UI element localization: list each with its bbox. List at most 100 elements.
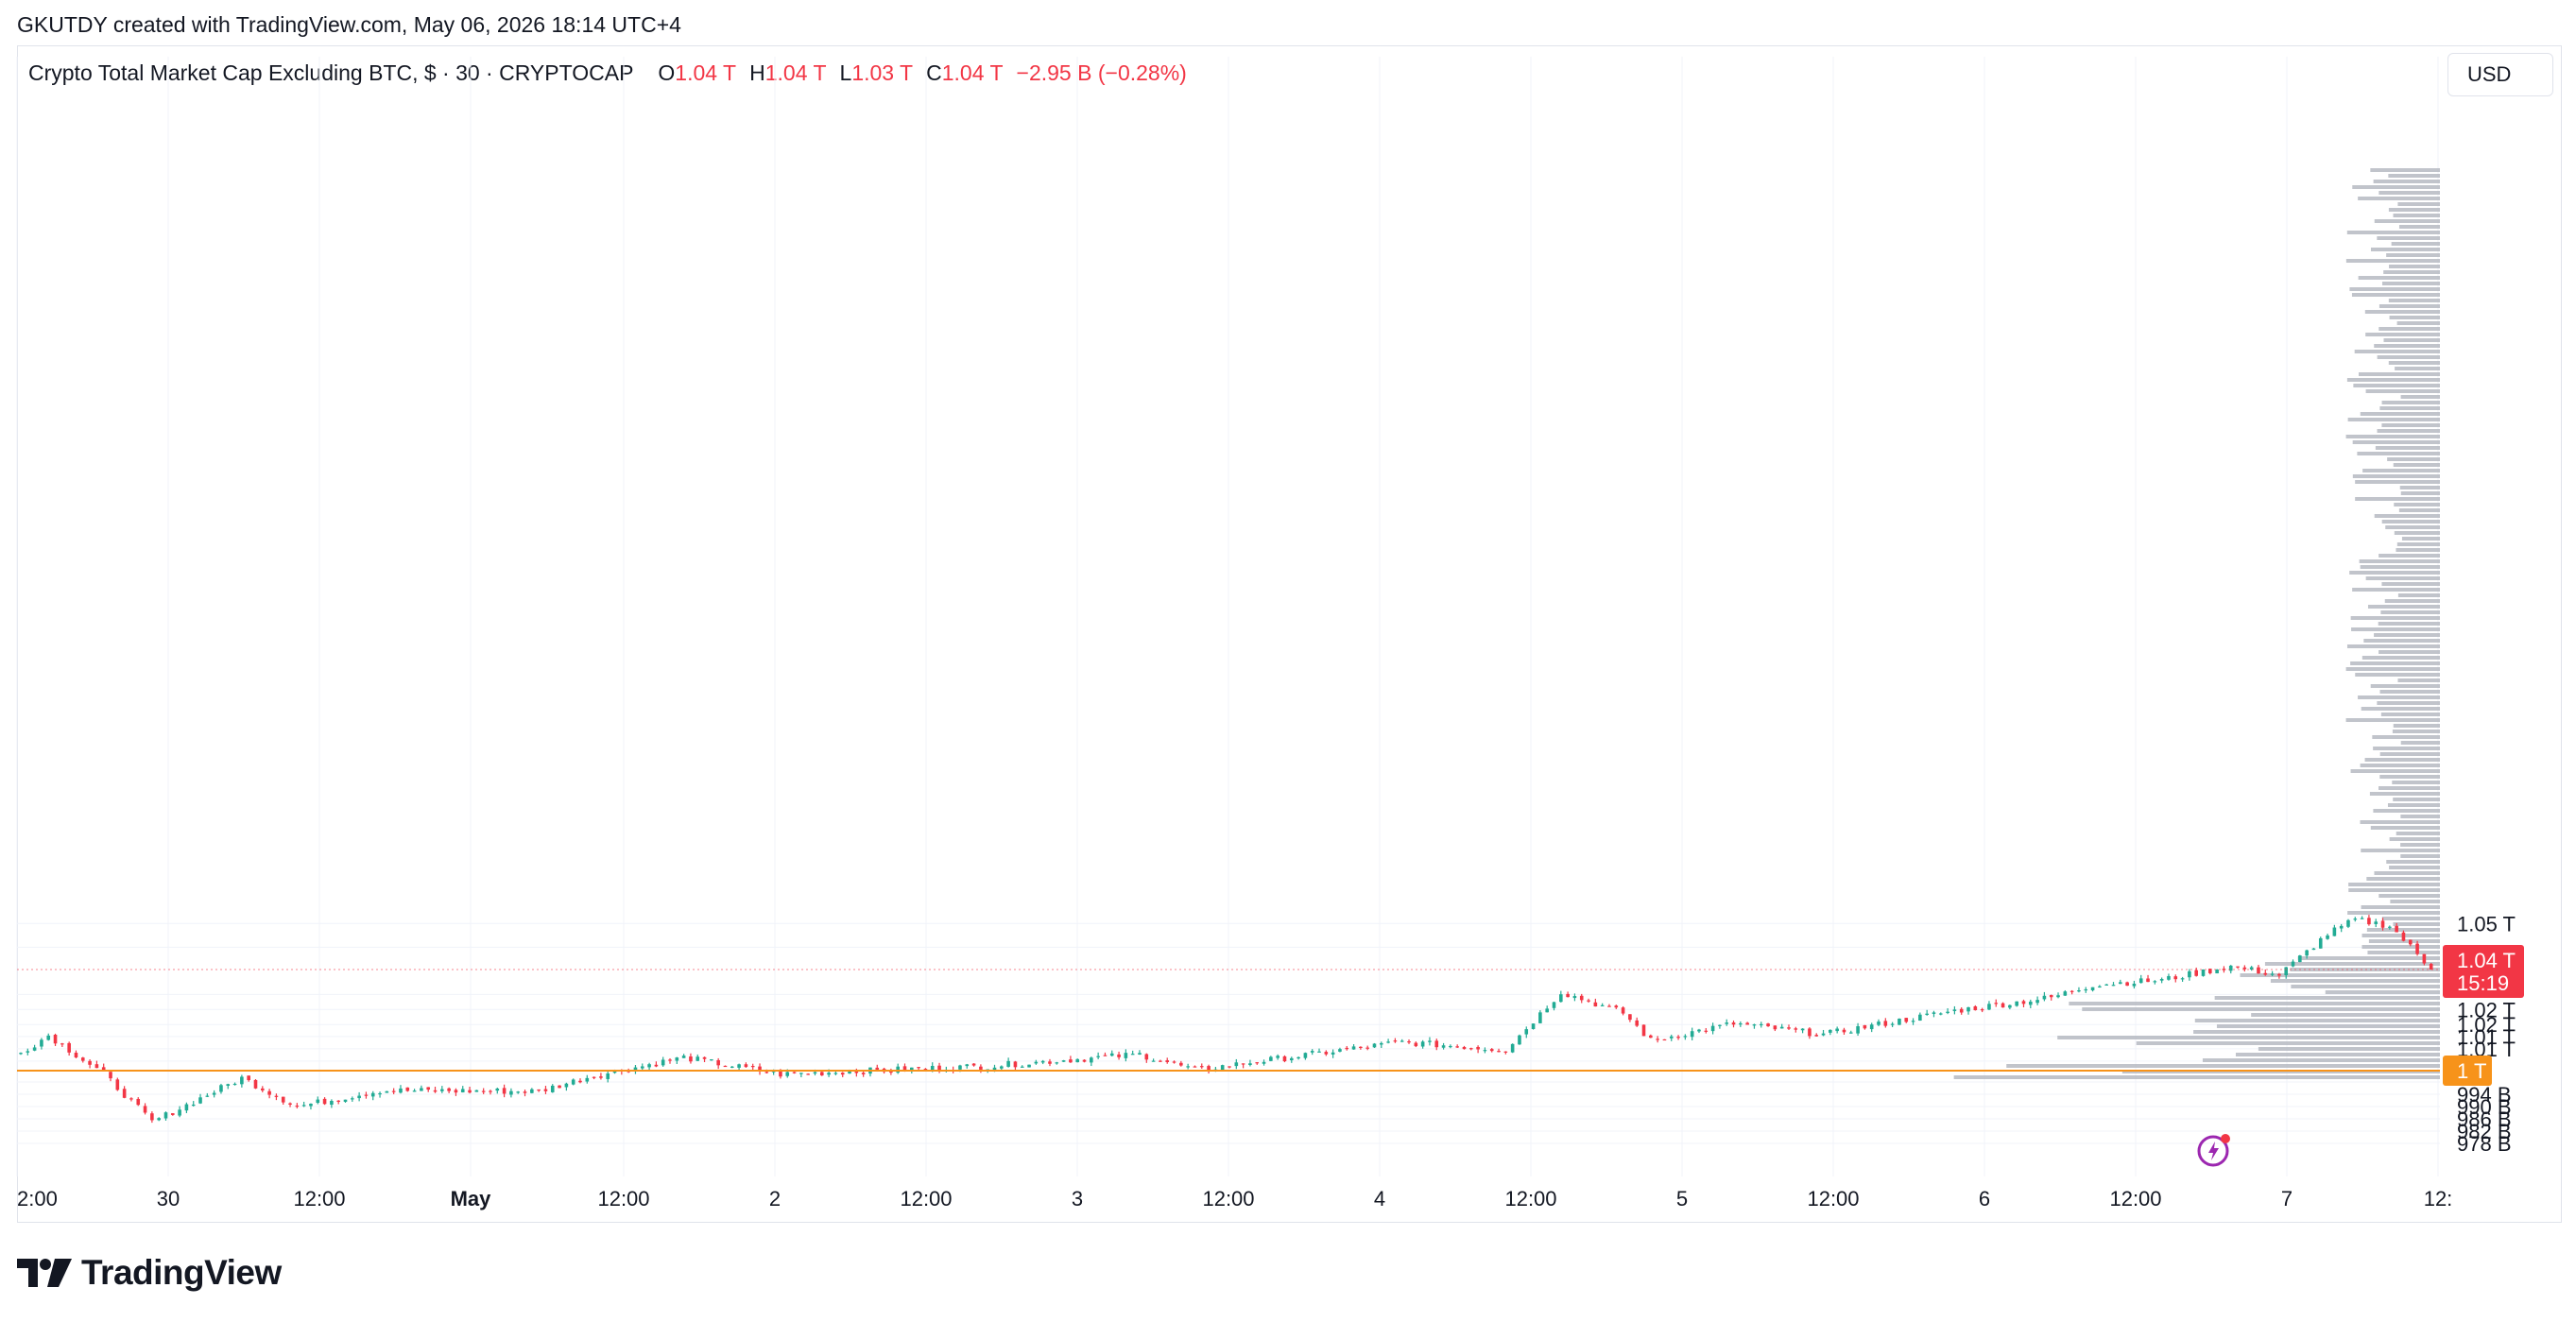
candle-body [1124,1053,1128,1058]
candle-body [351,1098,354,1100]
candle-body [88,1060,92,1065]
volume-profile-bar [2387,457,2440,461]
candle-body [2367,918,2371,925]
candle-body [730,1066,734,1068]
volume-profile-bar [2082,1007,2440,1011]
candle-body [1483,1050,1487,1052]
candle-body [2173,976,2178,980]
candle-body [32,1047,37,1051]
volume-profile-bar [2346,378,2440,382]
candle-body [163,1112,168,1119]
candle-body [1918,1014,1922,1022]
volume-profile-bar [2379,775,2440,779]
candle-body [1310,1051,1314,1053]
candle-body [2311,948,2316,951]
candle-body [1165,1060,1170,1063]
candle-body [1524,1029,1529,1035]
candle-body [1952,1009,1957,1011]
volume-profile-bar [2397,593,2440,597]
candle-body [143,1106,147,1113]
volume-profile-bar [2350,616,2440,620]
candle-body [2422,953,2427,964]
candle-body [758,1066,762,1072]
candle-body [854,1071,859,1073]
candle-body [136,1098,141,1106]
volume-profile-bar [2395,367,2440,370]
candle-body [1489,1049,1494,1052]
candle-body [716,1059,720,1066]
candle-body [1800,1028,1805,1031]
volume-profile-bar [2370,248,2440,251]
candle-body [53,1035,58,1044]
volume-profile-bar [2069,1002,2440,1005]
candle-body [599,1076,603,1078]
volume-profile-bar [2346,231,2440,234]
candle-body [267,1090,271,1095]
candle-body [2263,972,2268,975]
candle-body [2090,987,2095,991]
candle-body [1510,1043,1515,1053]
candle-body [1607,1005,1611,1007]
candle-body [1863,1024,1867,1029]
candle-body [530,1089,534,1093]
volume-profile-bar [2388,299,2440,302]
candle-body [1600,1004,1605,1006]
candle-body [240,1076,244,1085]
volume-profile-bar [2136,1041,2440,1045]
volume-profile-bar [2379,650,2440,654]
candle-body [979,1066,983,1070]
candle-body [1898,1018,1901,1025]
candle-body [1289,1057,1294,1061]
candle-body [523,1091,527,1093]
candle-body [861,1073,866,1074]
candle-body [1331,1052,1335,1055]
candle-body [2332,927,2337,936]
candle-body [1503,1051,1508,1053]
volume-profile-bar [2373,809,2440,813]
volume-profile-bar [2350,769,2440,773]
candle-body [2035,1000,2039,1004]
candle-body [1759,1023,1763,1026]
tradingview-footer[interactable]: TradingView [17,1253,282,1293]
candle-body [336,1100,340,1102]
currency-button[interactable]: USD [2447,53,2553,96]
candle-body [813,1072,817,1074]
candle-body [1297,1056,1300,1059]
candle-body [1220,1065,1225,1071]
symbol-title[interactable]: Crypto Total Market Cap Excluding BTC, $… [28,60,634,85]
candle-body [750,1065,755,1068]
candle-body [2167,975,2171,980]
candle-body [710,1059,713,1061]
candle-body [1787,1027,1791,1029]
candle-body [1739,1022,1743,1025]
candle-body [2119,982,2122,985]
volume-profile-bar [2386,253,2440,257]
volume-profile-bar [2360,565,2440,569]
candle-body [1938,1013,1943,1015]
candle-body [1946,1011,1949,1013]
volume-profile-bar [2358,197,2440,200]
close-label: C [926,60,942,85]
candle-body [2429,964,2433,970]
lightning-alert-icon[interactable] [2196,1132,2232,1168]
volume-profile-bar [2347,418,2440,421]
candle-body [1455,1046,1459,1048]
volume-profile-bar [2258,1047,2440,1051]
candle-body [253,1079,258,1089]
volume-profile-bar [2374,871,2440,875]
open-label: O [658,60,676,85]
candle-body [1641,1024,1646,1037]
volume-profile-bar [2202,1058,2440,1062]
candle-body [723,1065,728,1068]
x-tick-label: 12:00 [293,1187,345,1210]
candle-body [640,1066,644,1069]
volume-profile-bar [2355,480,2440,484]
last-price-label: 1.04 T [2457,949,2516,972]
candle-body [1731,1022,1736,1025]
volume-profile-bar [2400,741,2440,745]
candle-body [958,1065,962,1070]
candle-body [1821,1033,1826,1036]
volume-profile-bar [2368,939,2440,943]
candle-body [1420,1041,1425,1047]
